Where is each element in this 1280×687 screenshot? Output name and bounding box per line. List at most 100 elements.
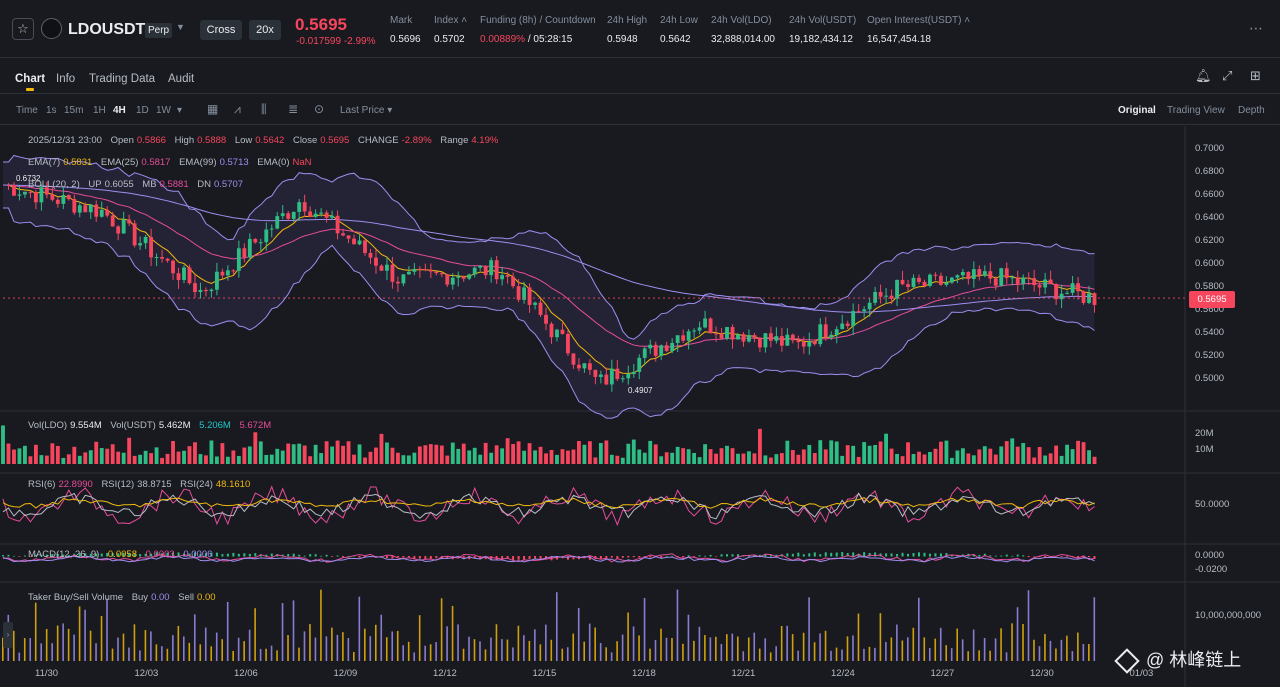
- candle-body: [346, 235, 351, 239]
- interval-1s[interactable]: 1s: [46, 105, 57, 116]
- volume-bar: [851, 445, 856, 464]
- volume-bar: [812, 453, 817, 464]
- volume-bar: [933, 448, 938, 464]
- candle-body: [390, 264, 395, 282]
- more-options-icon[interactable]: ⋯: [1249, 20, 1264, 36]
- interval-4h[interactable]: 4H: [113, 105, 126, 116]
- volume-bar: [225, 456, 230, 464]
- taker-volume-bar: [736, 636, 739, 661]
- interval-1d[interactable]: 1D: [136, 105, 149, 116]
- last-price: 0.5695: [295, 15, 347, 34]
- taker-volume-bar: [364, 628, 366, 661]
- candle-body: [105, 209, 110, 216]
- volume-bar: [302, 445, 307, 464]
- index-info-icon[interactable]: ˄: [461, 15, 468, 26]
- price-type-select[interactable]: Last Price ▾: [340, 105, 393, 116]
- symbol-dropdown-chevron-icon[interactable]: ▼: [176, 22, 185, 32]
- volume-bar: [275, 448, 280, 464]
- candle-body: [1076, 283, 1080, 292]
- stat-index[interactable]: Index ˄ 0.5702: [434, 15, 468, 45]
- taker-volume-bar: [1033, 639, 1035, 661]
- taker-volume-bar: [983, 637, 986, 661]
- candle-body: [483, 266, 488, 276]
- view-original[interactable]: Original: [1118, 105, 1156, 116]
- candle-body: [72, 199, 77, 213]
- settings-sliders-icon[interactable]: ≣: [288, 102, 299, 116]
- candle-body: [258, 242, 263, 244]
- stat-24h-vol-usdt: 24h Vol(USDT) 19,182,434.12: [789, 15, 857, 45]
- macd-histogram-bar: [693, 556, 696, 557]
- taker-volume-bar: [824, 630, 827, 661]
- candle-body: [631, 371, 636, 375]
- layout-grid-icon[interactable]: ⊞: [1250, 68, 1261, 83]
- chart-area[interactable]: 2025/12/31 23:00 Open 0.5866 High 0.5888 L…: [0, 126, 1280, 687]
- taker-volume-bar: [972, 629, 975, 661]
- candle-body: [77, 205, 82, 213]
- stat-open-interest[interactable]: Open Interest(USDT) ˄ 16,547,454.18: [867, 15, 971, 45]
- tab-info[interactable]: Info: [56, 73, 76, 85]
- volume-bar: [127, 437, 132, 464]
- calendar-icon[interactable]: ▦: [207, 102, 219, 116]
- tab-trading-data[interactable]: Trading Data: [89, 73, 156, 85]
- volume-bar: [154, 447, 159, 464]
- chart-type-icon[interactable]: ⫼: [261, 102, 267, 116]
- candle-body: [714, 333, 718, 335]
- view-depth[interactable]: Depth: [1238, 105, 1265, 116]
- taker-volume-bar: [627, 612, 629, 661]
- volume-bar: [187, 446, 192, 464]
- open-interest-chevron-icon[interactable]: ˄: [964, 15, 971, 26]
- taker-volume-bar: [2, 637, 4, 661]
- candle-body: [884, 295, 889, 297]
- symbol-name[interactable]: LDOUSDT: [68, 21, 146, 38]
- pane-collapse-handle[interactable]: ›: [3, 622, 13, 648]
- candle-body: [209, 289, 214, 292]
- volume-bar: [280, 450, 285, 464]
- indicators-icon[interactable]: ⩘: [234, 102, 241, 116]
- price-alert-bell-icon[interactable]: 🔔︎: [1195, 68, 1212, 83]
- favorite-star-icon[interactable]: ☆: [12, 18, 34, 40]
- candle-body: [253, 238, 258, 243]
- interval-time[interactable]: Time: [16, 105, 38, 116]
- leverage-button[interactable]: 20x: [249, 20, 281, 40]
- interval-dropdown-chevron-icon[interactable]: ▾: [177, 105, 183, 116]
- macd-histogram-bar: [331, 556, 334, 557]
- candlestick-chart: [0, 126, 1280, 687]
- candle-body: [1010, 277, 1015, 279]
- candle-body: [439, 273, 444, 275]
- taker-volume-bar: [693, 640, 695, 661]
- candle-body: [659, 345, 664, 356]
- taker-volume-bar: [1011, 623, 1013, 661]
- taker-volume-bar: [369, 636, 372, 661]
- taker-volume-bar: [550, 639, 553, 661]
- volume-bar: [401, 455, 406, 464]
- volume-bar: [1092, 456, 1097, 464]
- taker-volume-bar: [885, 641, 887, 661]
- volume-bar: [620, 457, 625, 464]
- fullscreen-icon[interactable]: ⤢: [1222, 68, 1233, 83]
- tab-chart[interactable]: Chart: [15, 73, 46, 85]
- taker-volume-bar: [67, 628, 70, 661]
- macd-histogram-bar: [446, 556, 449, 559]
- taker-volume-bar: [473, 639, 476, 661]
- candle-body: [840, 323, 845, 330]
- taker-volume-bar: [309, 624, 311, 661]
- interval-15m[interactable]: 15m: [64, 105, 84, 116]
- volume-bar: [39, 455, 44, 464]
- candle-body: [445, 274, 450, 285]
- volume-bar: [1021, 443, 1026, 464]
- interval-1h[interactable]: 1H: [93, 105, 106, 116]
- price-axis-tick: 0.5600: [1195, 304, 1225, 315]
- candle-body: [939, 275, 943, 285]
- macd-axis-neg: -0.0200: [1195, 564, 1228, 575]
- tab-audit[interactable]: Audit: [168, 73, 195, 85]
- candle-body: [516, 286, 521, 300]
- interval-1w[interactable]: 1W: [156, 105, 171, 116]
- volume-bar: [483, 442, 488, 464]
- ohlc-legend: 2025/12/31 23:00 Open 0.5866 High 0.5888 L…: [28, 135, 499, 146]
- view-trading-view[interactable]: Trading View: [1167, 105, 1225, 116]
- margin-mode-button[interactable]: Cross: [200, 20, 242, 40]
- candle-body: [670, 342, 675, 352]
- rsi12-line: [2, 492, 1095, 520]
- draw-tools-icon[interactable]: ⊙: [314, 102, 325, 116]
- volume-bar: [198, 454, 203, 464]
